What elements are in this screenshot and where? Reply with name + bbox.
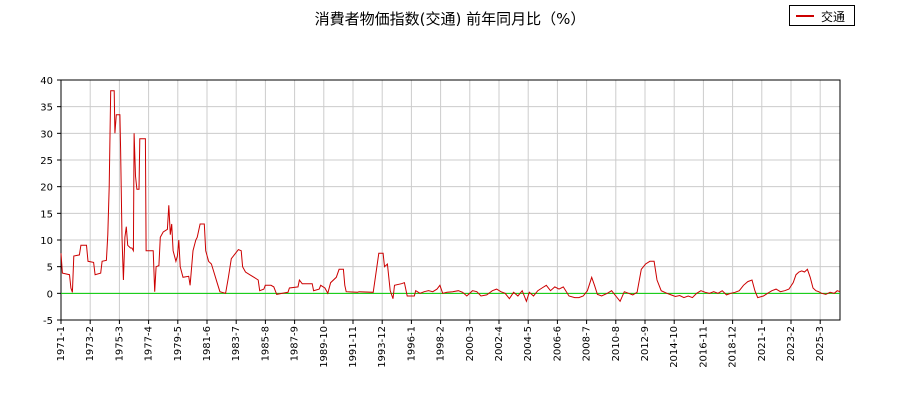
x-tick-label: 1998-2 <box>436 326 447 361</box>
x-tick-label: 1977-4 <box>144 326 155 361</box>
x-tick-label: 2002-4 <box>494 326 505 361</box>
x-tick-label: 2016-11 <box>698 326 709 368</box>
x-tick-label: 2023-2 <box>786 326 797 361</box>
x-tick-label: 1991-11 <box>348 326 359 368</box>
legend-swatch <box>796 15 814 17</box>
y-tick-label: 0 <box>47 289 53 300</box>
y-tick-label: 10 <box>40 236 53 247</box>
x-tick-label: 2004-5 <box>523 326 534 361</box>
y-tick-label: 5 <box>47 263 53 274</box>
x-tick-label: 1983-7 <box>231 326 242 361</box>
y-tick-label: 35 <box>40 103 53 114</box>
x-tick-label: 2010-8 <box>611 326 622 361</box>
y-tick-label: -5 <box>43 316 53 327</box>
x-tick-label: 2025-3 <box>815 326 826 361</box>
plot-frame <box>60 79 841 321</box>
x-tick-label: 2012-9 <box>640 326 651 361</box>
x-tick-label: 2008-7 <box>582 326 593 361</box>
y-tick-label: 25 <box>40 156 53 167</box>
y-tick-label: 30 <box>40 129 53 140</box>
x-tick-label: 1973-2 <box>85 326 96 361</box>
x-tick-label: 2006-6 <box>552 326 563 361</box>
x-tick-label: 1987-9 <box>290 326 301 361</box>
x-tick-label: 1989-10 <box>319 326 330 368</box>
x-tick-label: 1985-8 <box>260 326 271 361</box>
x-tick-label: 2018-12 <box>728 326 739 368</box>
y-tick-label: 15 <box>40 209 53 220</box>
y-tick-label: 20 <box>40 183 53 194</box>
x-tick-label: 2014-10 <box>669 326 680 368</box>
x-tick-label: 2021-1 <box>757 326 768 361</box>
x-tick-label: 1975-3 <box>114 326 125 361</box>
x-tick-label: 1996-1 <box>406 326 417 361</box>
legend: 交通 <box>789 5 855 26</box>
x-tick-label: 1993-12 <box>377 326 388 368</box>
y-tick-label: 40 <box>40 76 53 87</box>
x-tick-label: 1981-6 <box>202 326 213 361</box>
chart-title: 消費者物価指数(交通) 前年同月比（%） <box>314 10 586 28</box>
x-tick-label: 2000-3 <box>465 326 476 361</box>
x-tick-label: 1971-1 <box>56 326 67 361</box>
x-tick-label: 1979-5 <box>173 326 184 361</box>
series-line-交通 <box>60 90 841 303</box>
legend-label: 交通 <box>821 10 846 24</box>
